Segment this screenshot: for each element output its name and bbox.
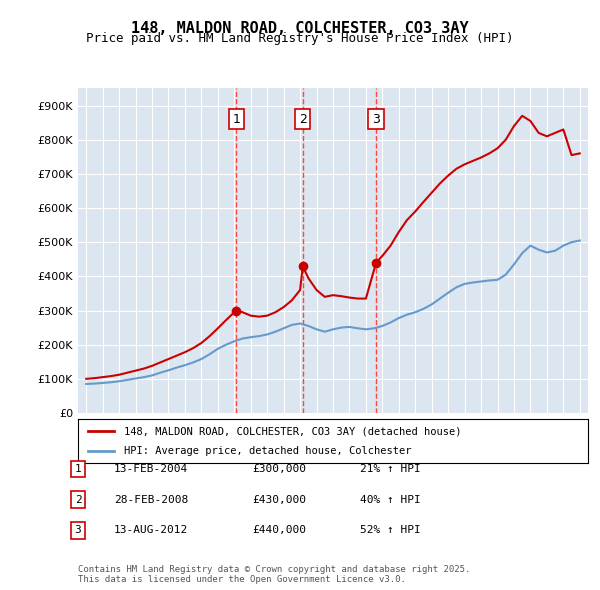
Text: 13-FEB-2004: 13-FEB-2004	[114, 464, 188, 474]
Text: 13-AUG-2012: 13-AUG-2012	[114, 526, 188, 535]
Text: 28-FEB-2008: 28-FEB-2008	[114, 495, 188, 504]
Text: 21% ↑ HPI: 21% ↑ HPI	[360, 464, 421, 474]
Text: 3: 3	[372, 113, 380, 126]
Text: 3: 3	[74, 526, 82, 535]
Text: 148, MALDON ROAD, COLCHESTER, CO3 3AY: 148, MALDON ROAD, COLCHESTER, CO3 3AY	[131, 21, 469, 35]
Text: 2: 2	[299, 113, 307, 126]
Text: 40% ↑ HPI: 40% ↑ HPI	[360, 495, 421, 504]
Text: HPI: Average price, detached house, Colchester: HPI: Average price, detached house, Colc…	[124, 446, 412, 455]
Text: 1: 1	[74, 464, 82, 474]
Text: 148, MALDON ROAD, COLCHESTER, CO3 3AY (detached house): 148, MALDON ROAD, COLCHESTER, CO3 3AY (d…	[124, 427, 461, 436]
Text: 52% ↑ HPI: 52% ↑ HPI	[360, 526, 421, 535]
Text: £440,000: £440,000	[252, 526, 306, 535]
Text: £430,000: £430,000	[252, 495, 306, 504]
Text: £300,000: £300,000	[252, 464, 306, 474]
Text: 1: 1	[232, 113, 240, 126]
Text: Contains HM Land Registry data © Crown copyright and database right 2025.
This d: Contains HM Land Registry data © Crown c…	[78, 565, 470, 584]
Text: 2: 2	[74, 495, 82, 504]
Text: Price paid vs. HM Land Registry's House Price Index (HPI): Price paid vs. HM Land Registry's House …	[86, 32, 514, 45]
